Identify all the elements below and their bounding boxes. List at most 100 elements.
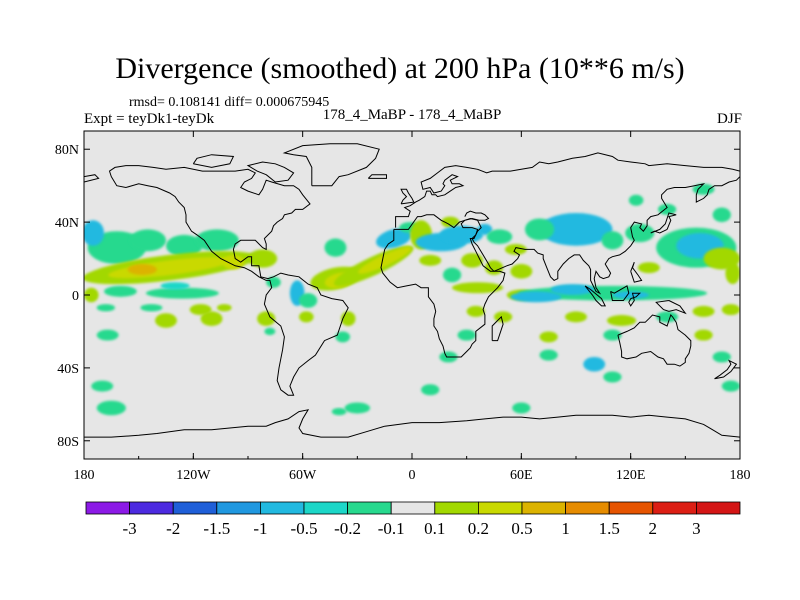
colorbar-label: -3 <box>123 519 137 538</box>
colorbar-swatch <box>521 501 566 515</box>
contour-region <box>637 262 660 274</box>
contour-region <box>461 253 484 268</box>
contour-region <box>539 349 558 361</box>
contour-region <box>658 203 677 215</box>
coastlines <box>84 143 740 438</box>
x-tick-label: 0 <box>409 468 416 483</box>
coastline <box>491 315 504 342</box>
contour-region <box>439 225 484 244</box>
contour-region <box>565 311 587 323</box>
contour-region <box>504 243 527 255</box>
colorbar-label: -0.5 <box>291 519 318 538</box>
contour-region <box>331 407 347 416</box>
coastline <box>84 174 100 183</box>
coastline <box>400 188 415 205</box>
experiment-label: Expt = teyDk1-teyDk <box>84 111 215 127</box>
contour-region <box>257 311 276 326</box>
contour-region <box>510 264 533 279</box>
contour-region <box>712 351 731 363</box>
contour-region <box>189 304 212 316</box>
contour-region <box>248 249 278 268</box>
colorbar-label: 3 <box>692 519 701 538</box>
coastline <box>367 174 387 179</box>
contour-region <box>721 380 740 392</box>
contour-region <box>299 311 314 323</box>
colorbar: -3 -2 -1.5 -1 -0.5 -0.2 -0.1 0.1 0.2 0.5 1 1.5 2 3 <box>85 501 741 538</box>
coastline <box>460 176 740 295</box>
contour-region <box>104 285 137 297</box>
contour-region <box>712 207 731 223</box>
coastline <box>610 285 630 301</box>
colorbar-swatch <box>216 501 261 515</box>
contour-region <box>419 254 442 266</box>
contour-region <box>539 213 613 246</box>
coastline <box>650 212 677 234</box>
contour-region <box>222 254 245 270</box>
x-axis: 180 120W 60W 0 60E 120E 180 <box>74 131 751 483</box>
contour-region <box>510 291 562 303</box>
contour-region <box>550 284 595 295</box>
contour-region <box>91 380 114 392</box>
coastline <box>584 285 607 307</box>
y-tick-label: 40S <box>57 362 79 377</box>
colorbar-label: 0.5 <box>511 519 532 538</box>
contour-region <box>601 231 624 250</box>
contour-region <box>442 267 462 283</box>
contour-region <box>694 329 713 341</box>
colorbar-label: 1.5 <box>599 519 620 538</box>
contour-region <box>725 262 740 285</box>
y-tick-label: 40N <box>55 216 79 231</box>
coastline <box>282 143 380 187</box>
contour-region <box>612 291 649 299</box>
contour-region <box>145 287 219 299</box>
case-label: 178_4_MaBP - 178_4_MaBP <box>322 107 502 123</box>
colorbar-swatch <box>390 501 436 515</box>
contour-region <box>524 218 555 241</box>
contour-region <box>84 220 105 246</box>
colorbar-label: 0.1 <box>424 519 445 538</box>
x-tick-label: 180 <box>74 468 95 483</box>
contour-region <box>324 238 347 257</box>
colorbar-label: 2 <box>649 519 658 538</box>
colorbar-label: -2 <box>166 519 180 538</box>
colorbar-swatch <box>347 501 392 515</box>
contour-region <box>628 194 644 206</box>
coastline <box>108 165 349 396</box>
coastline <box>714 359 738 380</box>
contour-region <box>692 305 715 317</box>
contour-region <box>140 304 163 312</box>
x-tick-label: 60W <box>289 468 317 483</box>
contour-region <box>539 331 558 343</box>
contour-region <box>692 183 715 195</box>
coastline <box>655 300 687 315</box>
x-tick-label: 180 <box>730 468 751 483</box>
contour-region <box>217 304 232 312</box>
colorbar-swatch <box>565 501 610 515</box>
contour-region <box>603 371 622 383</box>
contour-region <box>656 311 679 323</box>
colorbar-swatch <box>477 501 523 515</box>
coastline <box>246 161 295 183</box>
contour-region <box>96 400 126 416</box>
coastline <box>380 214 506 358</box>
contour-region <box>84 287 99 303</box>
contour-region <box>606 315 637 326</box>
colorbar-label: -0.2 <box>334 519 361 538</box>
divergence-contours <box>84 183 740 416</box>
contour-region <box>441 216 460 228</box>
stats-label: rmsd= 0.108141 diff= 0.000675945 <box>129 95 330 110</box>
contour-region <box>358 247 412 274</box>
contour-region <box>195 229 239 252</box>
coastline <box>617 314 692 367</box>
contour-region <box>486 229 513 244</box>
colorbar-label: 1 <box>561 519 570 538</box>
contour-region <box>457 329 476 341</box>
contour-region <box>166 234 203 257</box>
colorbar-swatch <box>608 501 654 515</box>
colorbar-label: 0.2 <box>468 519 489 538</box>
y-tick-label: 0 <box>72 289 79 304</box>
contour-region <box>603 329 622 341</box>
y-axis: 80N 40N 0 40S 80S <box>55 143 740 450</box>
chart-title: Divergence (smoothed) at 200 hPa (10**6 … <box>115 52 685 85</box>
